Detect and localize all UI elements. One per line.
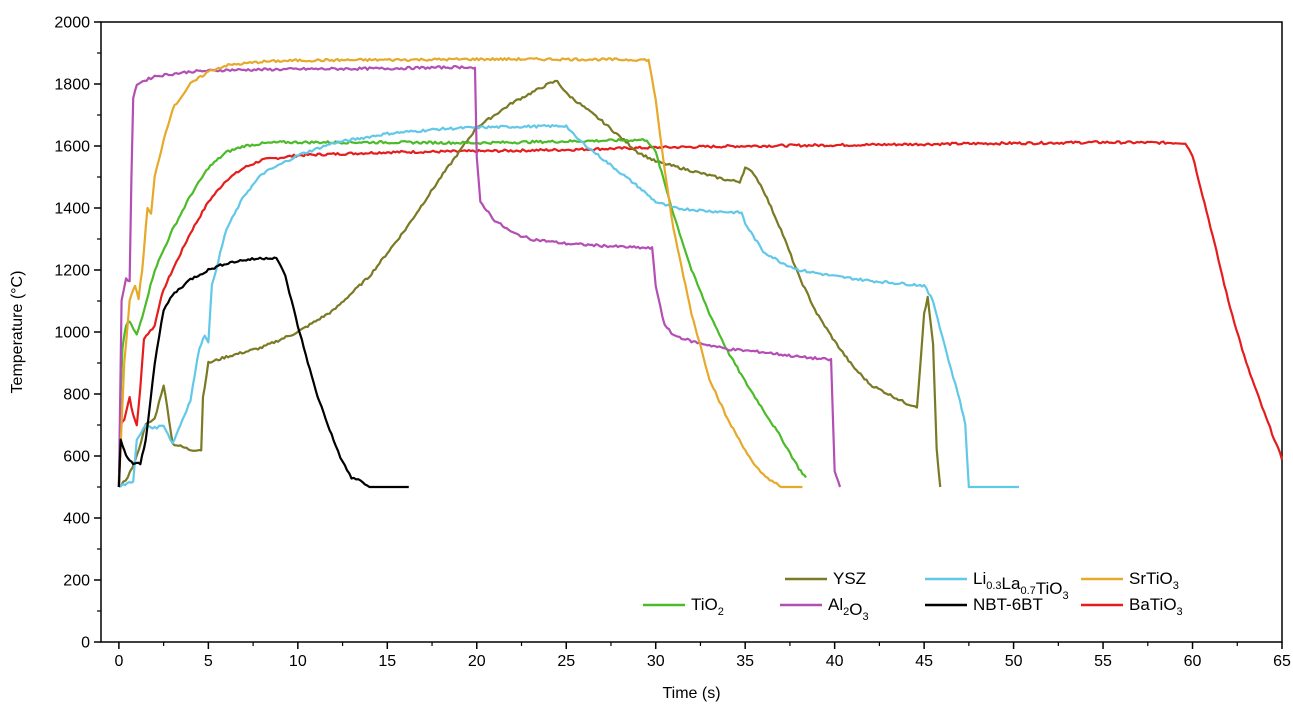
- x-tick-label: 5: [204, 653, 213, 670]
- y-tick-label: 1800: [54, 77, 90, 94]
- x-tick-label: 20: [468, 653, 486, 670]
- y-tick-label: 800: [63, 387, 90, 404]
- x-axis-title: Time (s): [662, 685, 720, 702]
- x-tick-label: 0: [114, 653, 123, 670]
- series-line-batio3: [117, 140, 1284, 488]
- y-tick-label: 0: [81, 635, 90, 652]
- legend-item-tio2: TiO2: [643, 595, 724, 618]
- x-tick-label: 45: [915, 653, 933, 670]
- series-line-tio2: [117, 138, 807, 488]
- series-line-li03la07tio3: [118, 123, 1019, 489]
- y-axis-title: Temperature (°C): [9, 271, 26, 394]
- x-tick-label: 40: [826, 653, 844, 670]
- legend-label: YSZ: [833, 569, 866, 588]
- legend: YSZ Li0.3La0.7TiO3 SrTiO3 TiO2 Al2O3 NBT-6BT B…: [643, 569, 1183, 623]
- legend-label: SrTiO3: [1129, 569, 1179, 592]
- y-tick-label: 1600: [54, 139, 90, 156]
- legend-label: BaTiO3: [1129, 595, 1183, 618]
- plot-frame: [100, 21, 1283, 643]
- x-tick-label: 15: [378, 653, 396, 670]
- x-tick-label: 50: [1005, 653, 1023, 670]
- legend-item-al2o3: Al2O3: [780, 595, 869, 623]
- legend-label: Li0.3La0.7TiO3: [973, 569, 1069, 602]
- series-line-al2o3: [117, 65, 842, 488]
- axes: 0 5 10 15 20 25 30 35 40 45 50 55 60 65 0 200 400 600 800 1…: [54, 15, 1291, 671]
- legend-label: NBT-6BT: [973, 595, 1043, 614]
- y-tick-label: 1400: [54, 201, 90, 218]
- legend-label: Al2O3: [828, 595, 869, 623]
- y-tick-label: 1200: [54, 263, 90, 280]
- legend-label: TiO2: [691, 595, 724, 618]
- legend-item-li03la07tio3: Li0.3La0.7TiO3: [925, 569, 1069, 602]
- x-tick-label: 35: [736, 653, 754, 670]
- series-line-nbt-6bt: [117, 256, 409, 489]
- series-line-srtio3: [117, 56, 803, 489]
- series-layer: [117, 56, 1284, 489]
- x-tick-label: 30: [647, 653, 665, 670]
- x-tick-label: 65: [1273, 653, 1291, 670]
- y-tick-label: 1000: [54, 325, 90, 342]
- legend-item-srtio3: SrTiO3: [1081, 569, 1179, 592]
- series-line-ysz: [118, 79, 942, 488]
- x-tick-label: 25: [557, 653, 575, 670]
- y-tick-label: 600: [63, 449, 90, 466]
- x-tick-label: 60: [1184, 653, 1202, 670]
- y-tick-label: 400: [63, 511, 90, 528]
- legend-item-nbt-6bt: NBT-6BT: [925, 595, 1043, 614]
- x-tick-label: 10: [289, 653, 307, 670]
- y-tick-label: 2000: [54, 15, 90, 32]
- legend-item-ysz: YSZ: [785, 569, 866, 588]
- legend-item-batio3: BaTiO3: [1081, 595, 1183, 618]
- x-tick-label: 55: [1094, 653, 1112, 670]
- y-tick-label: 200: [63, 573, 90, 590]
